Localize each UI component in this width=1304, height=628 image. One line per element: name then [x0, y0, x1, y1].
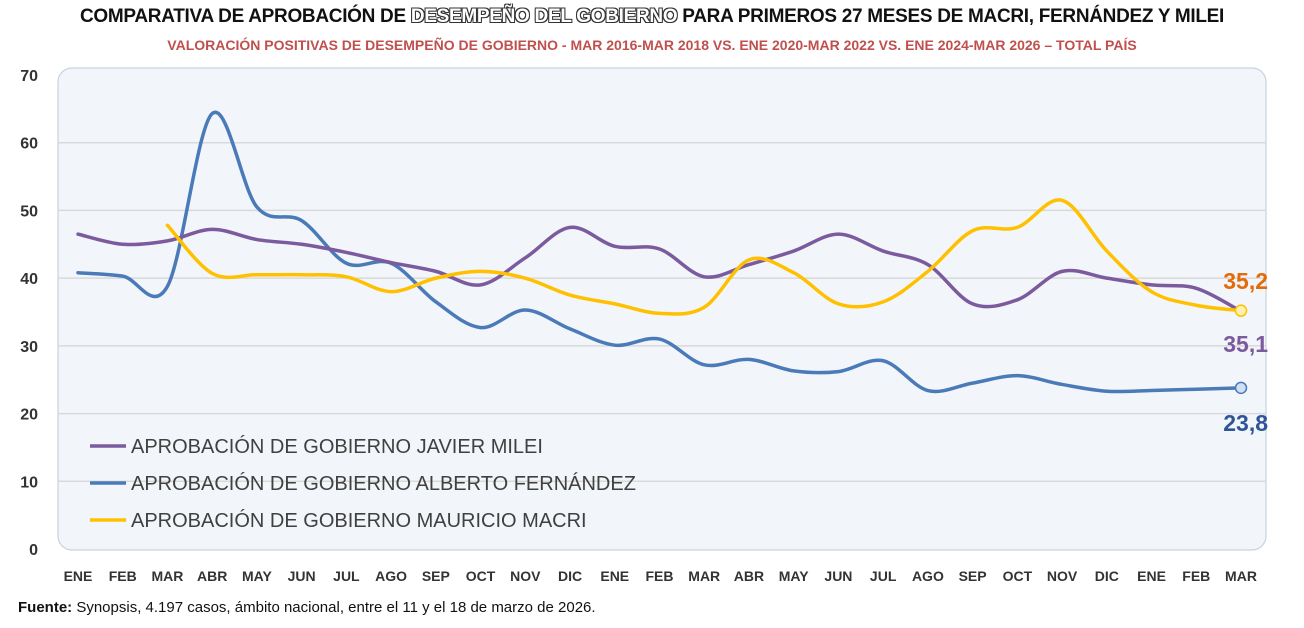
end-value-label: 35,2 [1223, 268, 1268, 294]
x-tick-label: OCT [1003, 568, 1033, 584]
x-tick-label: AGO [375, 568, 407, 584]
y-tick-label: 20 [20, 407, 38, 424]
series-line [76, 225, 1243, 314]
title-highlight: DESEMPEÑO DEL GOBIERNO [410, 6, 678, 27]
x-tick-label: JUN [824, 568, 852, 584]
x-tick-label: ENE [1137, 568, 1166, 584]
y-tick-label: 50 [20, 203, 38, 220]
title-suffix: PARA PRIMEROS 27 MESES DE MACRI, FERNÁND… [677, 6, 1224, 27]
x-tick-label: DIC [558, 568, 582, 584]
x-tick-label: MAR [1225, 568, 1257, 584]
end-value-label: 23,8 [1223, 410, 1268, 436]
x-tick-label: ABR [734, 568, 764, 584]
x-tick-label: FEB [646, 568, 674, 584]
x-tick-label: JUL [870, 568, 897, 584]
x-tick-label: MAY [779, 568, 809, 584]
y-tick-label: 10 [20, 474, 38, 491]
y-tick-label: 30 [20, 339, 38, 356]
end-point-marker [1234, 304, 1248, 317]
x-tick-label: ENE [600, 568, 629, 584]
x-tick-label: DIC [1095, 568, 1119, 584]
y-tick-label: 40 [20, 271, 38, 288]
x-tick-label: OCT [466, 568, 496, 584]
chart-subtitle: VALORACIÓN POSITIVAS DE DESEMPEÑO DE GOB… [167, 37, 1137, 53]
legend-label: APROBACIÓN DE GOBIERNO MAURICIO MACRI [131, 509, 587, 532]
y-tick-label: 0 [29, 542, 38, 559]
source-note: Fuente: Synopsis, 4.197 casos, ámbito na… [18, 599, 596, 616]
x-tick-label: FEB [1182, 568, 1210, 584]
x-tick-label: ABR [197, 568, 227, 584]
x-tick-label: NOV [510, 568, 541, 584]
title-prefix: COMPARATIVA DE APROBACIÓN DE [79, 6, 411, 27]
x-tick-label: JUL [333, 568, 360, 584]
legend-label: APROBACIÓN DE GOBIERNO JAVIER MILEI [131, 435, 543, 458]
source-label: Fuente: [18, 599, 73, 616]
x-tick-label: MAY [242, 568, 272, 584]
legend-label: APROBACIÓN DE GOBIERNO ALBERTO FERNÁNDEZ [131, 472, 636, 495]
x-tick-label: FEB [109, 568, 137, 584]
x-tick-label: MAR [688, 568, 720, 584]
chart-title: COMPARATIVA DE APROBACIÓN DE DESEMPEÑO D… [0, 6, 1304, 28]
source-text: Synopsis, 4.197 casos, ámbito nacional, … [72, 599, 596, 616]
x-tick-label: ENE [64, 568, 93, 584]
series-line [76, 110, 1243, 394]
series-line [165, 198, 1243, 316]
x-tick-label: SEP [959, 568, 987, 584]
line-chart: 0 10 20 30 40 50 60 70 ENE FEB MAR ABR MAY JUN JUL AGO S… [20, 67, 1268, 584]
end-value-label: 35,1 [1223, 331, 1268, 357]
x-tick-label: MAR [152, 568, 184, 584]
y-tick-label: 70 [20, 68, 38, 85]
x-tick-label: NOV [1047, 568, 1078, 584]
x-tick-label: JUN [288, 568, 316, 584]
end-point-marker [1234, 381, 1248, 395]
x-tick-label: AGO [912, 568, 944, 584]
plot-area [57, 67, 1267, 551]
x-tick-label: SEP [422, 568, 450, 584]
y-tick-label: 60 [20, 136, 38, 153]
